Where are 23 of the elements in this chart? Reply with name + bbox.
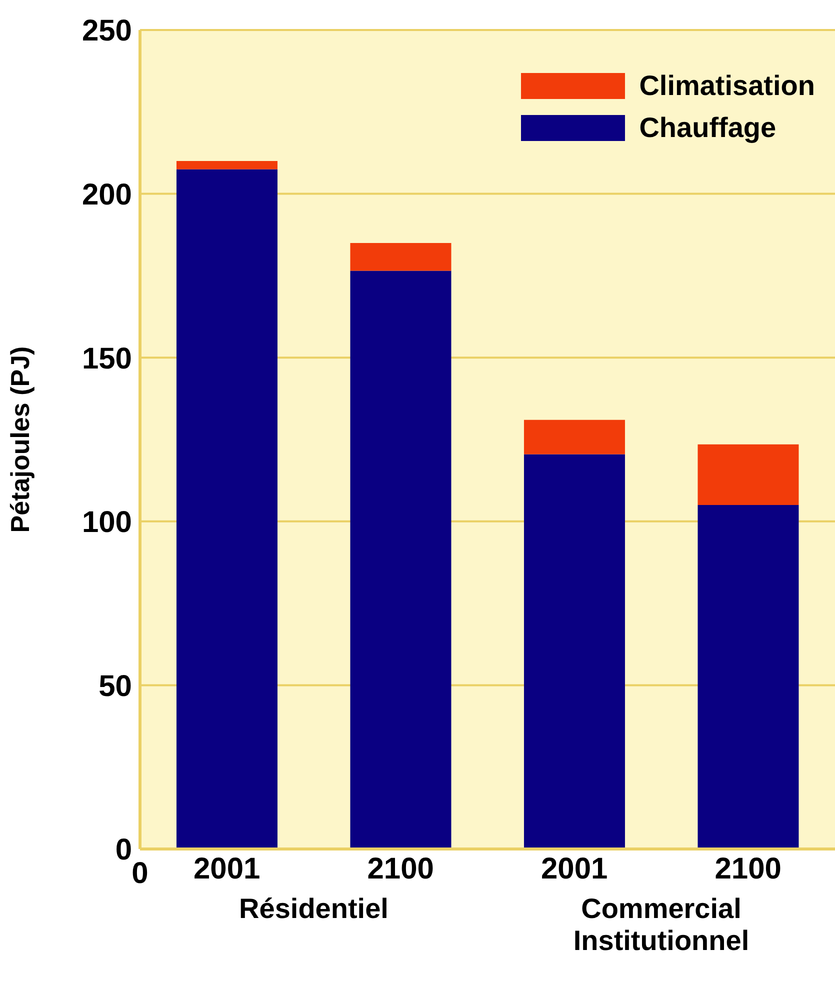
x-tick-label: 2001 (541, 852, 608, 886)
bar (176, 169, 278, 849)
x-tick-label: 2100 (714, 852, 782, 886)
bar (350, 270, 452, 849)
y-tick-label: 0 (115, 834, 132, 867)
bar (524, 454, 625, 849)
bar (524, 420, 625, 454)
y-tick-label: 250 (82, 14, 132, 48)
legend-label: Climatisation (639, 70, 815, 102)
y-tick-label: 50 (98, 670, 132, 703)
text: Résidentiel (238, 893, 390, 926)
y-tick-label: 200 (82, 178, 132, 212)
y-tick-label: 100 (82, 506, 132, 540)
bar (176, 161, 278, 170)
bar (350, 242, 452, 271)
x-tick-label: 2001 (194, 852, 260, 886)
y-axis-title: Pétajoules (PJ) (5, 346, 36, 533)
bar (698, 444, 799, 506)
x-tick-label: 2100 (367, 852, 434, 886)
text: Commercial Institutionnel (572, 893, 750, 958)
legend-label: Chauffage (639, 112, 776, 144)
bar (698, 505, 799, 849)
y-tick-label: 150 (82, 342, 132, 376)
